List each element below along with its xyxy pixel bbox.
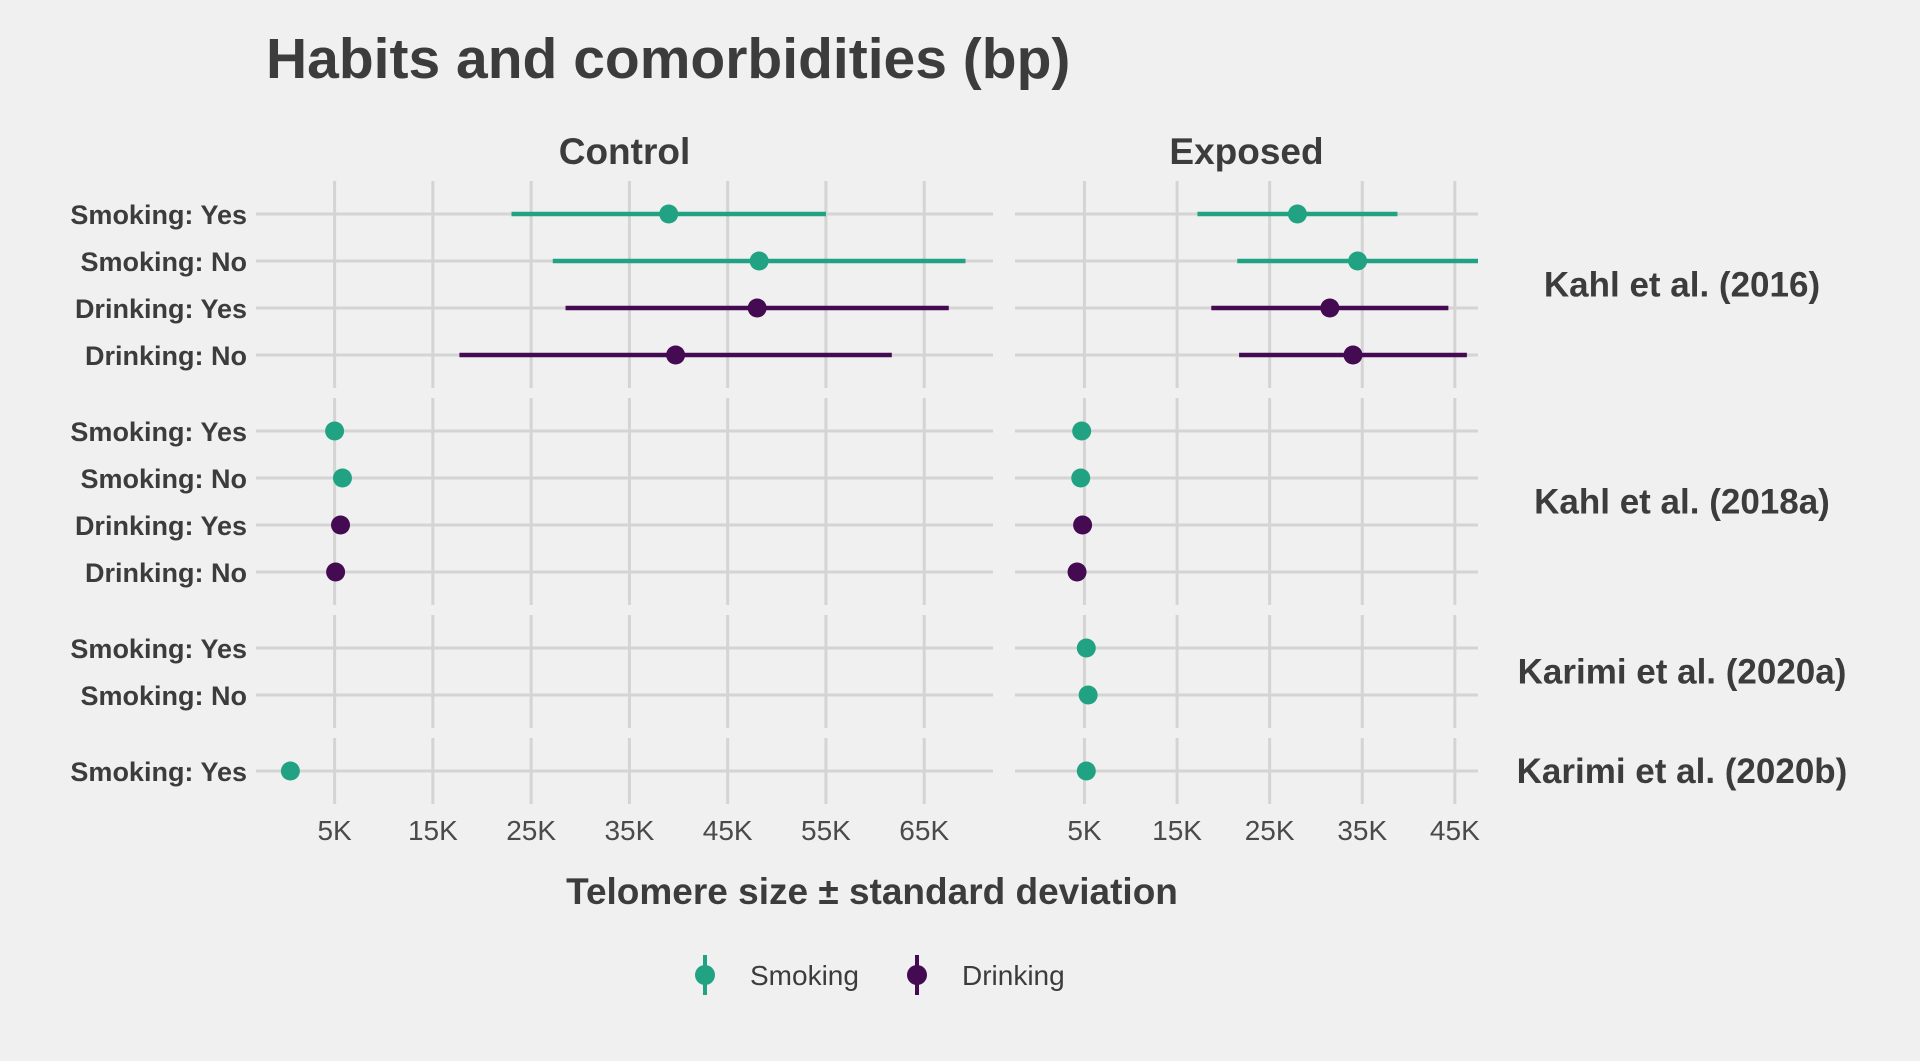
x-tick-label: 25K <box>506 815 556 846</box>
row-facet-label: Karimi et al. (2020a) <box>1518 653 1847 692</box>
x-tick-label: 25K <box>1245 815 1295 846</box>
y-tick-label: Smoking: No <box>81 247 248 277</box>
x-axis-title: Telomere size ± standard deviation <box>566 871 1178 912</box>
panel-control-2 <box>256 615 993 728</box>
data-point <box>1071 468 1091 488</box>
x-tick-label: 5K <box>317 815 352 846</box>
panel-exposed-2 <box>1015 615 1478 728</box>
x-tick-label: 45K <box>703 815 753 846</box>
data-point <box>1072 421 1092 441</box>
data-point <box>1078 685 1098 705</box>
data-point <box>1343 345 1363 365</box>
y-tick-label: Smoking: Yes <box>70 757 247 787</box>
data-point <box>1348 251 1368 271</box>
y-tick-label: Drinking: No <box>85 558 247 588</box>
data-point <box>280 761 300 781</box>
x-tick-label: 35K <box>1337 815 1387 846</box>
data-point <box>325 421 345 441</box>
legend-item-smoking: Smoking <box>695 955 859 995</box>
legend-label: Drinking <box>962 960 1065 991</box>
row-facet-label: Karimi et al. (2020b) <box>1517 752 1848 791</box>
data-point <box>749 251 769 271</box>
data-point <box>666 345 686 365</box>
y-tick-label: Drinking: Yes <box>75 511 247 541</box>
panel-exposed-1 <box>1015 398 1478 605</box>
panel-exposed-3 <box>1015 738 1478 804</box>
data-point <box>659 204 679 224</box>
data-point <box>747 298 767 318</box>
panel-control-1 <box>256 398 993 605</box>
y-tick-label: Smoking: Yes <box>70 417 247 447</box>
legend-key-point <box>695 965 715 985</box>
x-tick-label: 55K <box>801 815 851 846</box>
legend-key-point <box>907 965 927 985</box>
data-point <box>1073 515 1093 535</box>
x-tick-label: 15K <box>1152 815 1202 846</box>
row-facet-label: Kahl et al. (2016) <box>1544 266 1820 305</box>
legend-label: Smoking <box>750 960 859 991</box>
panel-control-3 <box>256 738 993 804</box>
data-point <box>1076 638 1096 658</box>
x-tick-label: 15K <box>408 815 458 846</box>
x-tick-label: 65K <box>899 815 949 846</box>
chart-title: Habits and comorbidities (bp) <box>266 27 1070 91</box>
x-tick-label: 45K <box>1430 815 1480 846</box>
x-tick-label: 5K <box>1067 815 1102 846</box>
row-facet-label: Kahl et al. (2018a) <box>1534 483 1830 522</box>
y-tick-label: Smoking: No <box>81 681 248 711</box>
panel-exposed-0 <box>1015 181 1478 388</box>
y-tick-label: Drinking: No <box>85 341 247 371</box>
y-tick-label: Smoking: Yes <box>70 200 247 230</box>
data-point <box>326 562 346 582</box>
y-tick-label: Smoking: Yes <box>70 634 247 664</box>
legend-item-drinking: Drinking <box>907 955 1065 995</box>
panel-control-0 <box>256 181 993 388</box>
data-point <box>1287 204 1307 224</box>
facet-header-exposed: Exposed <box>1169 131 1323 172</box>
data-point <box>331 515 351 535</box>
y-tick-label: Smoking: No <box>81 464 248 494</box>
data-point <box>332 468 352 488</box>
data-point <box>1067 562 1087 582</box>
data-point <box>1320 298 1340 318</box>
x-tick-label: 35K <box>604 815 654 846</box>
facet-header-control: Control <box>559 131 691 172</box>
data-point <box>1076 761 1096 781</box>
y-tick-label: Drinking: Yes <box>75 294 247 324</box>
